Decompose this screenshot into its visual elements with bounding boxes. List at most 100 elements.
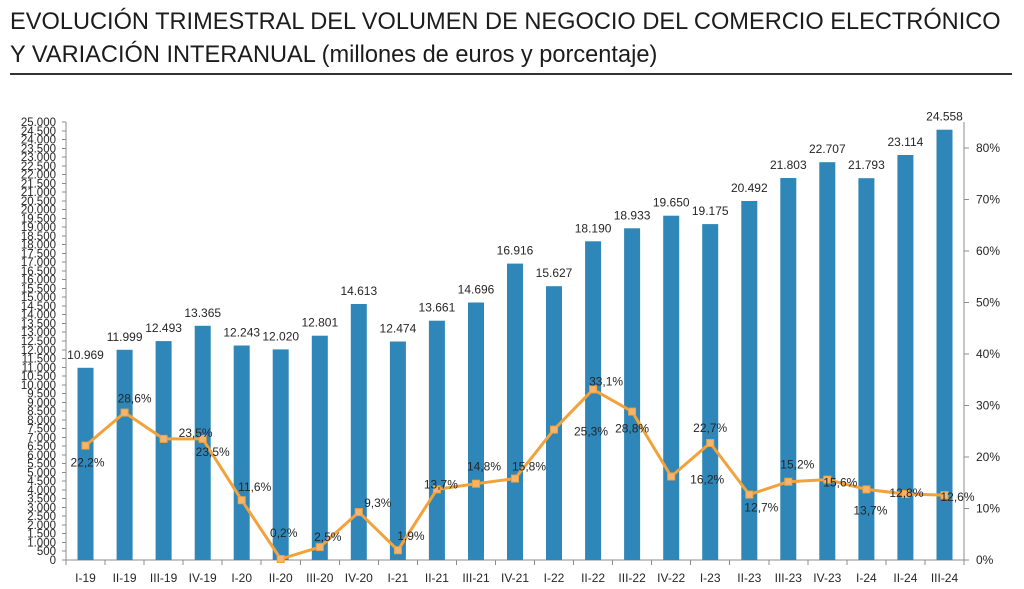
bars <box>77 129 953 561</box>
line-label-iv-21: 15,8% <box>512 460 546 474</box>
y-tick-label-1-500: 1.500 <box>27 529 56 541</box>
line-label-iii-21: 14,8% <box>467 460 501 474</box>
bar-ii-22 <box>585 241 602 561</box>
line-point-iv-23 <box>823 475 832 484</box>
line-label-ii-24: 12,8% <box>889 486 923 500</box>
y-tick-label-7-500: 7.500 <box>27 424 56 436</box>
y-tick-label-8-000: 8.000 <box>27 415 56 427</box>
line-label-iv-20: 9,3% <box>364 496 392 510</box>
y-tick-label-12-500: 12.500 <box>21 336 56 348</box>
line-point-iv-22 <box>667 472 676 481</box>
bar-ii-24 <box>897 155 914 560</box>
y-tick-label-2-500: 2.500 <box>27 511 56 523</box>
x-tick-label-iv-19: IV-19 <box>189 571 217 585</box>
line-point-iii-22 <box>628 407 637 416</box>
bar-label-i-22: 15.627 <box>536 266 573 280</box>
line-point-i-24 <box>862 485 871 494</box>
bar-i-24 <box>858 178 875 560</box>
bar-label-ii-19: 11.999 <box>107 330 143 344</box>
chart-title-line-2-main: Y VARIACIÓN INTERANUAL <box>10 42 316 68</box>
y-tick-label-19-000: 19.000 <box>21 222 56 234</box>
bar-label-i-24: 21.793 <box>848 158 885 172</box>
y-tick-label-13-500: 13.500 <box>21 319 56 331</box>
bar-label-iv-19: 13.365 <box>184 306 221 320</box>
y-tick-label-2-000: 2.000 <box>27 520 56 532</box>
line-label-i-21: 1,9% <box>397 529 425 543</box>
line-point-iii-19 <box>159 434 168 443</box>
bar-label-iii-24: 24.558 <box>926 110 963 124</box>
bar-label-iv-21: 16.916 <box>497 244 534 258</box>
bar-label-iii-23: 21.803 <box>770 158 807 172</box>
bar-label-ii-22: 18.190 <box>575 221 612 235</box>
line-point-iii-23 <box>784 477 793 486</box>
line-point-i-20 <box>237 496 246 505</box>
x-tick-label-iii-19: III-19 <box>150 571 178 585</box>
y2-tick-label-50: 50% <box>976 295 1000 309</box>
bar-label-iv-23: 22.707 <box>809 142 846 156</box>
x-tick-label-ii-23: II-23 <box>737 571 761 585</box>
y-tick-label-16-500: 16.500 <box>21 266 56 278</box>
x-tick-label-iv-20: IV-20 <box>345 571 373 585</box>
y2-tick-label-60: 60% <box>976 244 1000 258</box>
y-tick-label-22-000: 22.000 <box>21 170 56 182</box>
line-label-iii-19: 23,5% <box>179 426 213 440</box>
y-tick-label-1-000: 1.000 <box>27 538 56 550</box>
line-label-ii-21: 13,7% <box>424 477 458 491</box>
line-point-iii-20 <box>315 543 324 552</box>
y2-tick-label-40: 40% <box>976 347 1000 361</box>
line-point-ii-24 <box>901 490 910 498</box>
y-tick-label-5-500: 5.500 <box>27 459 56 471</box>
line-point-ii-21 <box>432 485 441 494</box>
bar-label-iii-20: 12.801 <box>301 316 338 330</box>
line-point-iv-19 <box>198 434 207 443</box>
title-divider <box>10 73 1012 75</box>
y-tick-label-12-000: 12.000 <box>21 345 56 357</box>
line-label-i-22: 25,3% <box>574 425 608 439</box>
y-tick-label-24-500: 24.500 <box>21 126 56 138</box>
bar-iv-23 <box>819 162 836 560</box>
y-tick-label-4-500: 4.500 <box>27 476 56 488</box>
y-tick-label-18-000: 18.000 <box>21 240 56 252</box>
x-tick-label-ii-22: II-22 <box>581 571 605 585</box>
y-tick-label-3-000: 3.000 <box>27 502 56 514</box>
line-label-iii-24: 12,6% <box>940 490 974 504</box>
bar-i-19 <box>77 367 94 560</box>
bar-label-ii-23: 20.492 <box>731 181 768 195</box>
y-tick-label-21-000: 21.000 <box>21 187 56 199</box>
line-point-iii-21 <box>472 479 480 488</box>
x-tick-label-ii-19: II-19 <box>113 571 137 585</box>
x-tick-label-iv-23: IV-23 <box>813 571 841 585</box>
y2-tick-label-30: 30% <box>976 398 1000 412</box>
bar-ii-23 <box>741 201 758 560</box>
bar-i-21 <box>389 341 406 560</box>
bar-iii-24 <box>936 129 953 560</box>
y-tick-label-23-000: 23.000 <box>21 152 56 164</box>
bar-iii-19 <box>155 341 172 560</box>
x-tick-label-iii-22: III-22 <box>618 571 646 585</box>
y-tick-label-23-500: 23.500 <box>21 143 56 155</box>
bar-ii-19 <box>116 349 133 560</box>
chart-title: EVOLUCIÓN TRIMESTRAL DEL VOLUMEN DE NEGO… <box>10 9 1001 35</box>
y-tick-label-18-500: 18.500 <box>21 231 56 243</box>
bar-i-23 <box>702 224 719 560</box>
y-tick-label-22-500: 22.500 <box>21 161 56 173</box>
chart-title-line-2: Y VARIACIÓN INTERANUAL (millones de euro… <box>10 42 657 69</box>
line-label-iii-20: 2,5% <box>314 530 342 544</box>
x-tick-label-iv-21: IV-21 <box>501 571 529 585</box>
line-markers <box>81 385 949 563</box>
y-tick-label-0: 0 <box>50 555 56 567</box>
bar-iii-22 <box>624 228 641 561</box>
y-tick-label-13-000: 13.000 <box>21 327 56 339</box>
line-point-ii-20 <box>276 555 285 563</box>
bar-label-i-23: 19.175 <box>692 204 729 218</box>
line-label-ii-22: 33,1% <box>589 374 623 388</box>
y-tick-label-4-000: 4.000 <box>27 485 56 497</box>
line-point-ii-22 <box>589 385 598 394</box>
bar-iv-22 <box>663 215 680 560</box>
bar-label-i-20: 12.243 <box>223 326 260 340</box>
y-tick-label-11-000: 11.000 <box>22 362 56 374</box>
x-axis-labels: I-19 II-19 III-19 IV-19 I-20 II-20 III-20 IV-20… <box>75 571 958 585</box>
